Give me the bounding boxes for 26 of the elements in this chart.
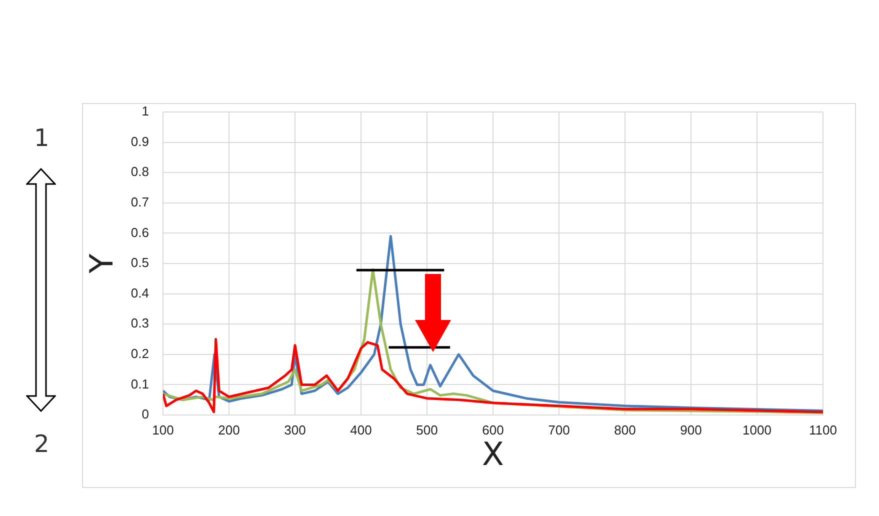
y-tick-label: 0.9 <box>130 134 149 149</box>
y-tick-label: 1 <box>142 104 149 119</box>
y-tick-label: 0.1 <box>130 376 149 392</box>
x-tick-label: 1100 <box>809 422 837 438</box>
x-axis-title: X <box>482 435 504 474</box>
y-tick-label: 0.6 <box>130 224 149 240</box>
x-tick-label: 200 <box>218 422 240 438</box>
text: 2 <box>34 430 50 458</box>
y-tick-label: 0.4 <box>130 285 149 300</box>
y-tick-label: 0.5 <box>130 255 149 270</box>
x-tick-label: 400 <box>350 422 372 438</box>
y-tick-label: 0.7 <box>130 194 149 210</box>
x-tick-label: 300 <box>284 422 306 438</box>
y-axis-title: Y <box>82 253 121 274</box>
x-tick-label: 100 <box>152 422 174 438</box>
x-tick-label: 600 <box>482 422 504 438</box>
x-tick-label: 700 <box>548 422 570 438</box>
x-tick-label: 500 <box>416 422 438 438</box>
y-tick-label: 0.3 <box>130 316 149 331</box>
y-tick-label: 0 <box>142 406 149 422</box>
x-tick-label: 900 <box>680 422 702 438</box>
y-tick-label: 0.2 <box>130 346 149 361</box>
x-tick-label: 800 <box>614 422 636 438</box>
y-tick-label: 0.8 <box>130 164 149 180</box>
text: 1 <box>34 124 50 152</box>
x-tick-label: 1000 <box>742 422 772 438</box>
